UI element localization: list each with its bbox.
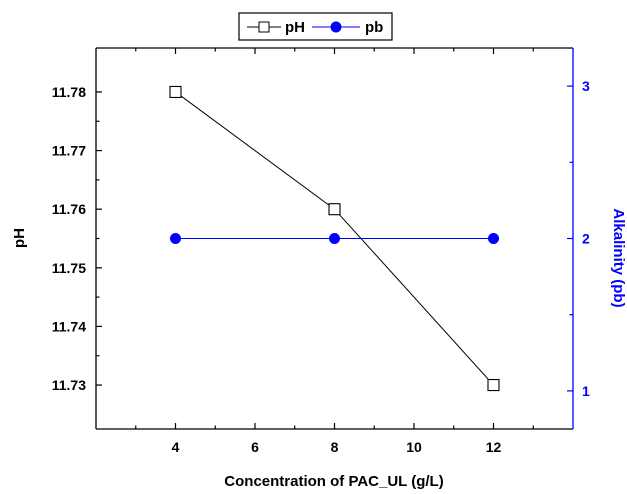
legend: pH pb (238, 12, 393, 41)
y-right-tick-label: 1 (582, 383, 590, 399)
y-left-tick-label: 11.73 (52, 377, 86, 393)
x-tick-label: 12 (486, 439, 502, 455)
series-ph-point (487, 378, 500, 392)
y-axis-title-right: Alkalinity (pb) (610, 208, 627, 307)
y-left-tick-label: 11.77 (52, 143, 86, 159)
y-left-tick-label: 11.76 (52, 201, 86, 217)
series-pb-point (329, 233, 340, 244)
x-tick-label: 4 (172, 439, 180, 455)
y-right-tick-label: 3 (582, 78, 590, 94)
legend-pb-marker (330, 21, 342, 33)
legend-ph-label: pH (285, 19, 305, 36)
y-left-tick-label: 11.78 (52, 84, 86, 100)
x-tick-label: 8 (331, 439, 339, 455)
x-axis-title: Concentration of PAC_UL (g/L) (224, 473, 443, 490)
series-ph-point (169, 85, 182, 99)
series-ph-point (328, 203, 341, 216)
series-layer (169, 85, 500, 392)
legend-ph-marker (258, 21, 270, 33)
legend-pb-label: pb (365, 19, 383, 36)
y-left-tick-label: 11.75 (52, 260, 86, 276)
x-tick-label: 6 (251, 439, 259, 455)
series-pb-point (170, 233, 181, 244)
x-tick-label: 10 (406, 439, 422, 455)
y-axis-title-left: pH (11, 228, 28, 248)
y-right-tick-label: 2 (582, 231, 590, 247)
y-left-tick-label: 11.74 (52, 318, 86, 334)
series-pb-point (488, 233, 499, 244)
